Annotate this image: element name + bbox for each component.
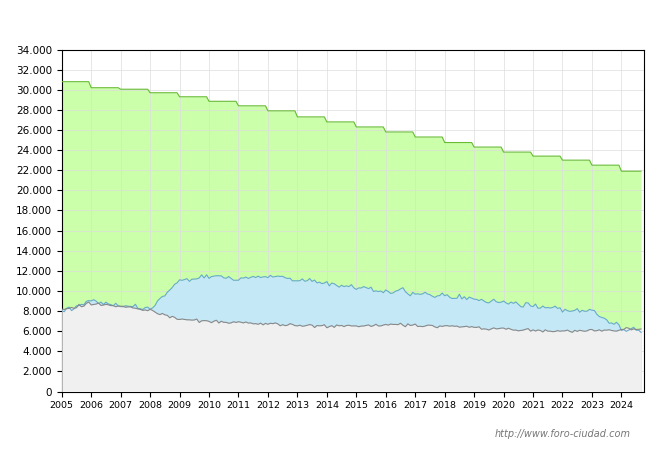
Text: foro-ciudad.com: foro-ciudad.com [251, 208, 454, 233]
Text: http://www.foro-ciudad.com: http://www.foro-ciudad.com [495, 429, 630, 439]
Text: Mieres - Evolucion de la poblacion en edad de Trabajar Septiembre de 2024: Mieres - Evolucion de la poblacion en ed… [101, 17, 549, 30]
